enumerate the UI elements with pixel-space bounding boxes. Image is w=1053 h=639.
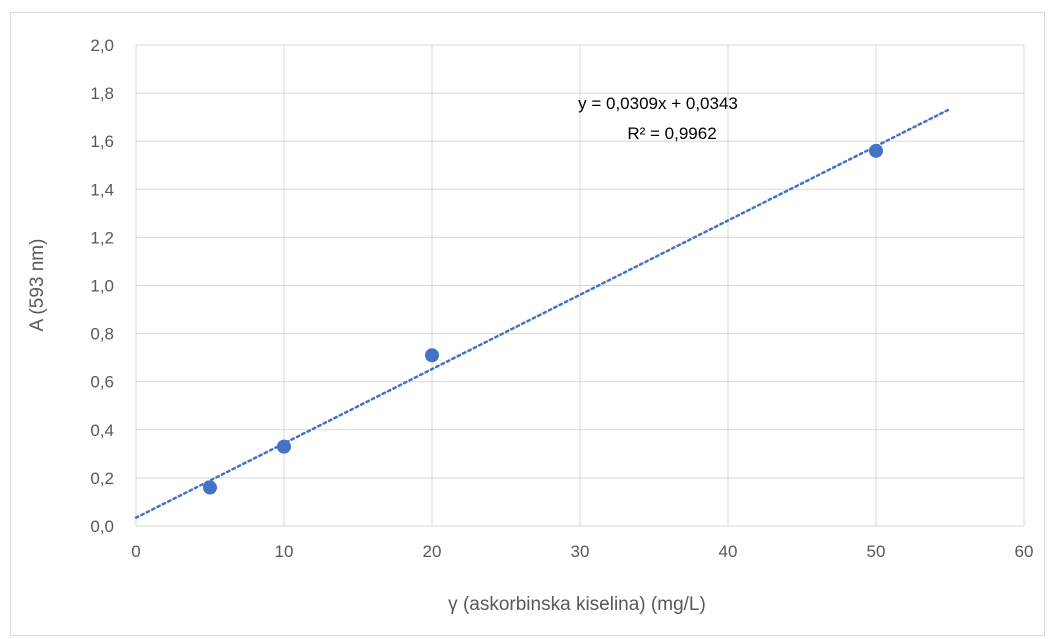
x-tick-label: 60 bbox=[1015, 542, 1034, 561]
x-axis-title: γ (askorbinska kiselina) (mg/L) bbox=[448, 594, 706, 615]
y-tick-label: 0,0 bbox=[90, 517, 114, 536]
data-point bbox=[425, 348, 439, 363]
y-tick-label: 0,8 bbox=[90, 325, 114, 344]
data-point bbox=[203, 480, 217, 495]
y-tick-labels: 0,0 0,2 0,4 0,6 0,8 1,0 1,2 1,4 1,6 1,8 2,0 bbox=[90, 36, 114, 536]
x-tick-label: 40 bbox=[719, 542, 738, 561]
y-tick-label: 0,6 bbox=[90, 373, 114, 392]
y-tick-label: 0,2 bbox=[90, 469, 114, 488]
y-tick-label: 2,0 bbox=[90, 36, 114, 55]
x-tick-label: 0 bbox=[131, 542, 140, 561]
x-tick-label: 10 bbox=[275, 542, 294, 561]
x-tick-label: 20 bbox=[423, 542, 442, 561]
y-tick-label: 1,4 bbox=[90, 180, 114, 199]
data-point bbox=[277, 439, 291, 454]
data-point bbox=[869, 143, 883, 158]
r-squared-label: R² = 0,9962 bbox=[627, 124, 716, 143]
y-tick-label: 1,8 bbox=[90, 84, 114, 103]
x-tick-label: 50 bbox=[867, 542, 886, 561]
y-tick-label: 1,2 bbox=[90, 228, 114, 247]
y-axis-title: A (593 nm) bbox=[27, 239, 48, 332]
trendline-equation: y = 0,0309x + 0,0343 bbox=[578, 94, 738, 113]
x-tick-label: 30 bbox=[571, 542, 590, 561]
y-tick-label: 1,0 bbox=[90, 277, 114, 296]
y-tick-label: 0,4 bbox=[90, 421, 114, 440]
x-tick-labels: 0 10 20 30 40 50 60 bbox=[131, 542, 1033, 561]
data-points bbox=[203, 143, 883, 495]
y-tick-label: 1,6 bbox=[90, 132, 114, 151]
chart-area bbox=[10, 12, 1045, 636]
horizontal-gridlines bbox=[136, 44, 1024, 527]
linear-trendline bbox=[134, 107, 952, 520]
trendline-layer bbox=[134, 107, 952, 520]
